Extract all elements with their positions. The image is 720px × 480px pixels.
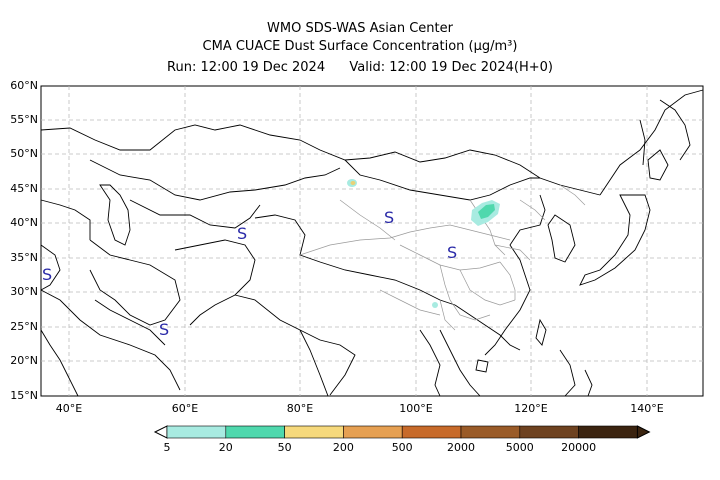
legend-swatch [401, 425, 462, 439]
lon-label: 120°E [514, 402, 548, 415]
map-frame [40, 85, 704, 397]
legend-swatch [343, 425, 403, 439]
lat-label: 20°N [10, 354, 38, 367]
province-borders [299, 184, 586, 331]
legend-arrow-high [636, 425, 651, 439]
legend-swatch [578, 425, 638, 439]
legend-tick-label: 20 [219, 441, 233, 454]
legend-swatch [166, 425, 227, 439]
lat-label: 50°N [10, 147, 38, 160]
lat-label: 15°N [10, 389, 38, 402]
legend-swatch [519, 425, 579, 439]
lon-label: 80°E [286, 402, 314, 415]
legend-tick-label: 500 [392, 441, 413, 454]
lat-label: 35°N [10, 251, 38, 264]
lat-label: 30°N [10, 285, 38, 298]
chart-subtitle: CMA CUACE Dust Surface Concentration (μg… [202, 39, 518, 54]
legend-tick-label: 50 [278, 441, 292, 454]
run-label: Run: 12:00 19 Dec 2024 [167, 60, 326, 75]
legend-tick-label: 20000 [561, 441, 596, 454]
lon-label: 40°E [55, 402, 83, 415]
legend-tick-label: 200 [333, 441, 354, 454]
legend-tick-label: 2000 [447, 441, 475, 454]
lon-label: 60°E [171, 402, 199, 415]
country-borders [40, 89, 704, 397]
legend-swatch [225, 425, 285, 439]
lat-label: 45°N [10, 182, 38, 195]
run-valid-line: Run: 12:00 19 Dec 2024 Valid: 12:00 19 D… [0, 59, 720, 77]
legend-tick-label: 5000 [506, 441, 534, 454]
dust-source-marker: S [159, 320, 170, 339]
lon-label: 100°E [399, 402, 433, 415]
legend-swatch [284, 425, 344, 439]
legend-swatch [460, 425, 521, 439]
dust-source-marker: S [42, 265, 53, 284]
lat-label: 25°N [10, 320, 38, 333]
lat-label: 40°N [10, 216, 38, 229]
dust-source-marker: S [384, 208, 395, 227]
color-legend: 5 20 50 200 500 2000 5000 20000 [153, 425, 651, 454]
dust-source-marker: S [447, 243, 458, 262]
dust-patches [347, 179, 500, 308]
legend-tick-label: 5 [164, 441, 171, 454]
lat-label: 55°N [10, 113, 38, 126]
legend-arrow-low [153, 425, 168, 439]
lat-label: 60°N [10, 79, 38, 92]
valid-label: Valid: 12:00 19 Dec 2024(H+0) [349, 60, 553, 75]
chart-title: WMO SDS-WAS Asian Center [267, 21, 453, 36]
lon-label: 140°E [630, 402, 664, 415]
dust-source-marker: S [237, 224, 248, 243]
